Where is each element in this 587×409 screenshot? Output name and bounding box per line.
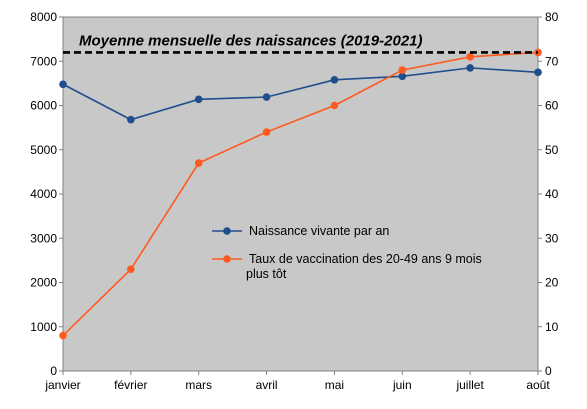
- reference-layer: Moyenne mensuelle des naissances (2019-2…: [63, 32, 538, 54]
- series-2-point: [59, 331, 67, 340]
- x-tick-label: juin: [392, 378, 412, 392]
- legend-entry-label: Taux de vaccination des 20-49 ans 9 mois: [249, 252, 482, 266]
- x-tick-label: avril: [256, 378, 278, 392]
- right-tick-label: 30: [545, 231, 559, 245]
- legend-entry-label: Naissance vivante par an: [249, 224, 389, 238]
- right-tick-label: 60: [545, 99, 559, 113]
- series-1-point: [330, 76, 339, 84]
- series-2-point: [330, 101, 339, 110]
- left-tick-label: 3000: [30, 231, 57, 245]
- right-tick-label: 0: [545, 364, 552, 378]
- reference-line-label: Moyenne mensuelle des naissances (2019-2…: [79, 32, 423, 49]
- series-1-line: [62, 67, 539, 121]
- x-tick-label: mai: [325, 378, 344, 392]
- series-1-point: [262, 93, 271, 101]
- left-tick-label: 5000: [30, 143, 57, 157]
- left-tick-label: 4000: [30, 187, 57, 201]
- left-tick-label: 6000: [30, 99, 57, 113]
- right-tick-label: 10: [545, 320, 559, 334]
- right-tick-label: 50: [545, 143, 559, 157]
- series-2-point: [194, 159, 203, 167]
- left-tick-label: 1000: [30, 320, 57, 334]
- series-2-point: [127, 265, 135, 274]
- x-axis: janvier février mars avril mai juin juillet aoû…: [44, 370, 550, 392]
- legend-entry-label: plus tôt: [246, 267, 287, 281]
- right-tick-label: 80: [545, 10, 559, 24]
- left-tick-label: 0: [50, 364, 57, 378]
- legend-swatch-marker: [223, 255, 231, 263]
- x-tick-label: juillet: [455, 378, 484, 392]
- right-axis: 0 10 20 30 40 50 60 70 80: [537, 10, 559, 378]
- series-1-point: [534, 68, 542, 77]
- left-tick-label: 2000: [30, 276, 57, 290]
- series-2-line: [62, 51, 539, 337]
- right-tick-label: 70: [545, 54, 559, 68]
- series-1-point: [59, 80, 67, 89]
- x-tick-label: mars: [185, 378, 212, 392]
- series-layer: [59, 48, 542, 340]
- left-tick-label: 7000: [30, 54, 57, 68]
- x-tick-label: février: [114, 378, 147, 392]
- series-1-point: [194, 95, 203, 104]
- series-2-point: [466, 53, 474, 61]
- legend: Naissance vivante par an Taux de vaccinat…: [212, 224, 482, 281]
- series-2-point: [262, 128, 271, 136]
- plot-area: [62, 16, 539, 372]
- series-1: [59, 64, 542, 124]
- right-tick-label: 40: [545, 187, 559, 201]
- series-1-point: [466, 64, 474, 72]
- series-1-point: [127, 115, 135, 124]
- legend-swatch-marker: [223, 227, 231, 235]
- left-tick-label: 8000: [30, 10, 57, 24]
- left-axis: 0 1000 2000 3000 4000 5000 6000 7000 8000: [30, 10, 64, 378]
- right-tick-label: 20: [545, 276, 559, 290]
- series-1-point: [398, 72, 407, 81]
- x-tick-label: janvier: [44, 378, 80, 392]
- series-2-point: [398, 66, 407, 74]
- x-tick-label: août: [526, 378, 550, 392]
